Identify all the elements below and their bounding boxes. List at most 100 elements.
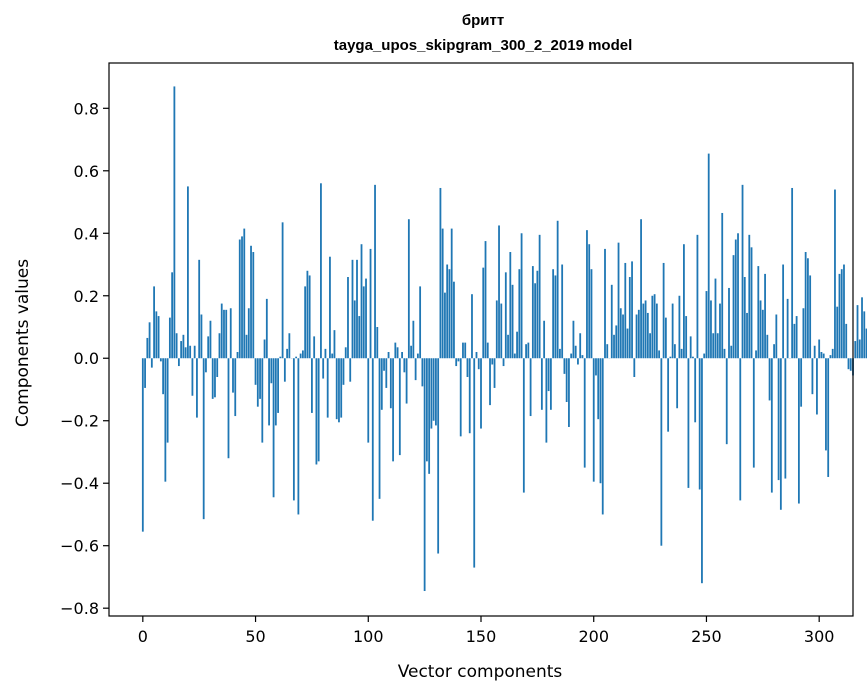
bar-88 (340, 358, 343, 418)
y-tick-label: −0.4 (60, 474, 99, 493)
bar-268 (746, 312, 748, 359)
bar-10 (164, 358, 167, 482)
bar-318 (858, 339, 861, 359)
bar-129 (432, 358, 435, 421)
bar-139 (455, 358, 458, 367)
bar-176 (538, 234, 541, 359)
bar-163 (509, 252, 512, 359)
bar-221 (640, 219, 642, 359)
bar-73 (306, 270, 309, 359)
bar-232 (664, 317, 667, 359)
bar-309 (838, 273, 841, 359)
bar-255 (716, 333, 719, 359)
bar-295 (807, 258, 809, 359)
bar-193 (577, 358, 579, 365)
y-tick-label: 0.0 (74, 349, 99, 368)
bar-58 (272, 358, 275, 498)
bar-84 (331, 353, 334, 359)
bar-254 (714, 278, 717, 359)
bar-302 (822, 353, 825, 359)
bar-150 (480, 358, 482, 429)
bar-286 (786, 298, 789, 359)
bar-40 (232, 358, 234, 393)
bar-78 (317, 358, 320, 462)
bar-175 (536, 270, 539, 359)
bar-274 (759, 300, 762, 359)
bar-310 (840, 269, 843, 359)
bar-233 (667, 358, 670, 432)
bar-321 (865, 328, 867, 359)
bar-146 (471, 294, 473, 359)
bar-171 (527, 342, 530, 359)
bar-93 (351, 259, 354, 359)
bar-34 (218, 333, 221, 359)
bar-80 (322, 358, 325, 379)
bar-312 (845, 323, 848, 359)
bar-89 (342, 358, 345, 385)
bar-160 (502, 358, 505, 367)
bar-162 (507, 334, 509, 359)
bar-103 (374, 184, 376, 359)
bar-90 (344, 347, 347, 359)
bar-265 (739, 358, 742, 501)
bar-127 (428, 358, 431, 474)
bar-157 (495, 300, 498, 359)
bar-47 (247, 308, 250, 359)
bar-1 (144, 358, 146, 388)
bar-136 (448, 269, 451, 359)
bar-224 (646, 312, 649, 359)
bar-319 (861, 297, 863, 359)
bar-305 (829, 355, 832, 359)
bar-122 (416, 353, 419, 359)
bar-203 (599, 358, 602, 484)
bar-256 (719, 303, 721, 359)
bar-278 (768, 358, 771, 401)
bar-134 (444, 292, 446, 359)
bar-267 (743, 277, 746, 359)
bar-11 (166, 358, 169, 443)
bar-44 (241, 236, 243, 359)
bar-214 (624, 262, 627, 359)
bar-240 (683, 244, 685, 359)
bar-269 (748, 234, 751, 359)
bar-250 (705, 291, 708, 359)
bar-231 (662, 262, 665, 359)
bar-9 (162, 358, 165, 395)
bar-303 (825, 358, 827, 451)
bar-112 (394, 342, 397, 359)
bar-241 (685, 316, 688, 359)
x-tick-label: 250 (691, 627, 722, 646)
bar-202 (597, 358, 600, 420)
bar-288 (791, 187, 794, 359)
bar-279 (770, 358, 773, 493)
bar-14 (173, 86, 176, 359)
bar-25 (198, 259, 201, 359)
bar-174 (534, 283, 537, 359)
bar-183 (554, 275, 557, 359)
bar-55 (265, 298, 268, 359)
bar-248 (701, 358, 703, 584)
bar-276 (764, 273, 766, 359)
bar-243 (689, 336, 692, 359)
bar-59 (274, 358, 277, 426)
bar-297 (811, 358, 814, 395)
bar-98 (362, 286, 365, 359)
bar-28 (205, 358, 207, 373)
bar-33 (216, 358, 219, 377)
bar-38 (227, 358, 230, 459)
bar-79 (320, 183, 322, 359)
x-axis-label: Vector components (398, 662, 563, 682)
bar-123 (419, 286, 422, 359)
x-tick-label: 200 (578, 627, 609, 646)
bar-185 (559, 348, 561, 359)
x-tick-label: 300 (804, 627, 835, 646)
bar-156 (493, 358, 496, 388)
bar-43 (238, 239, 241, 359)
bar-237 (676, 358, 679, 409)
bar-132 (439, 187, 442, 359)
bar-94 (353, 300, 356, 359)
bar-108 (385, 358, 388, 388)
bar-177 (540, 358, 543, 410)
bar-161 (504, 272, 507, 359)
